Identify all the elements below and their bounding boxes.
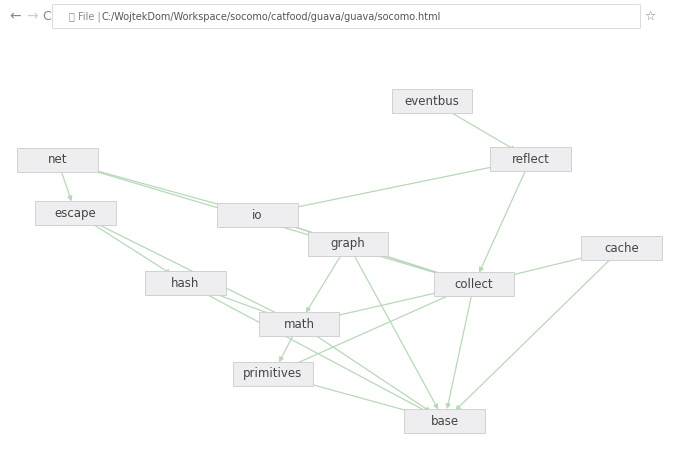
Text: math: math [284,318,314,331]
Text: base: base [430,414,458,427]
FancyBboxPatch shape [434,272,514,297]
Text: hash: hash [172,277,200,290]
FancyBboxPatch shape [52,5,640,28]
Text: ⓘ: ⓘ [69,11,74,22]
Text: reflect: reflect [512,153,550,166]
FancyBboxPatch shape [146,271,225,295]
FancyBboxPatch shape [581,236,662,260]
Text: io: io [253,209,263,222]
Text: ›: › [265,40,271,55]
FancyBboxPatch shape [232,362,314,386]
Text: File |: File | [78,11,102,22]
FancyBboxPatch shape [217,203,298,227]
FancyBboxPatch shape [392,89,472,113]
Text: com.google.common: com.google.common [276,41,404,54]
FancyBboxPatch shape [307,232,388,256]
Text: C:/WojtekDom/Workspace/socomo/catfood/guava/guava/socomo.html: C:/WojtekDom/Workspace/socomo/catfood/gu… [102,11,441,22]
Text: eventbus: eventbus [405,95,459,108]
Text: net: net [48,153,67,167]
FancyBboxPatch shape [18,148,98,172]
Text: →: → [27,10,38,23]
Text: graph: graph [330,237,365,251]
FancyBboxPatch shape [258,312,339,336]
Text: ☆: ☆ [644,10,655,23]
Text: collect: collect [454,278,494,291]
Text: escape: escape [55,207,97,219]
FancyBboxPatch shape [405,409,484,433]
FancyBboxPatch shape [35,201,116,225]
Text: cache: cache [604,242,639,255]
Text: primitives: primitives [244,367,302,381]
Text: C: C [42,10,50,23]
Text: ←: ← [9,10,21,23]
Text: Guava: Google Core Libraries for Java: Guava: Google Core Libraries for Java [7,41,289,54]
FancyBboxPatch shape [490,147,571,171]
